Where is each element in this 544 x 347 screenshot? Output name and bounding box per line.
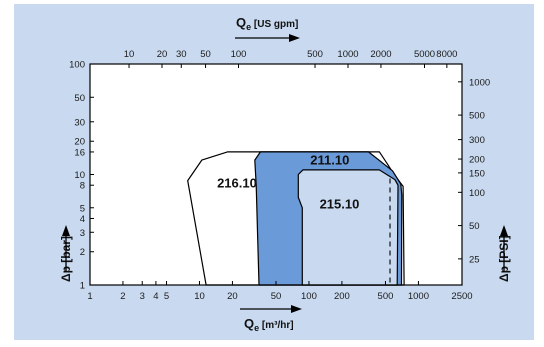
left-axis-arrow — [62, 225, 70, 272]
bottom-tick-label: 1 — [87, 291, 92, 302]
top-tick-label: 10 — [124, 49, 135, 60]
right-tick-label: 500 — [469, 111, 485, 122]
region-labels-layer: 216.10 211.10 215.10 — [217, 153, 359, 212]
left-tick-label: 1 — [80, 281, 85, 292]
top-tick-label: 1000 — [337, 49, 358, 60]
left-tick-label: 10 — [74, 170, 85, 181]
right-tick-label: 150 — [469, 168, 485, 179]
right-axis-arrow — [500, 225, 508, 272]
left-tick-label: 16 — [74, 147, 85, 158]
bottom-tick-label: 2500 — [451, 291, 472, 302]
region-label: 215.10 — [320, 197, 360, 212]
bottom-tick-label: 20 — [227, 291, 238, 302]
top-axis-arrow — [235, 34, 300, 42]
left-tick-label: 5 — [80, 203, 85, 214]
top-axis-title: Qe [US gpm] — [236, 15, 298, 32]
left-tick-label: 30 — [74, 117, 85, 128]
left-tick-label: 20 — [74, 137, 85, 148]
bottom-tick-label: 200 — [334, 291, 350, 302]
top-tick-label: 100 — [231, 49, 247, 60]
top-tick-label: 50 — [200, 49, 211, 60]
right-tick-label: 1000 — [469, 77, 490, 88]
left-tick-label: 8 — [80, 181, 85, 192]
bottom-tick-label: 5 — [164, 291, 169, 302]
bottom-tick-label: 1000 — [408, 291, 429, 302]
bottom-tick-label: 10 — [194, 291, 205, 302]
left-tick-label: 50 — [74, 93, 85, 104]
left-tick-label: 4 — [80, 214, 85, 225]
bottom-tick-label: 3 — [140, 291, 145, 302]
bottom-tick-label: 100 — [301, 291, 317, 302]
bottom-tick-label: 2 — [120, 291, 125, 302]
bottom-axis-arrow — [240, 305, 302, 313]
regions-layer — [187, 151, 405, 286]
region-215-10 — [297, 169, 399, 286]
top-tick-label: 30 — [176, 49, 187, 60]
right-tick-label: 25 — [469, 254, 480, 265]
top-tick-label: 20 — [157, 49, 168, 60]
bottom-axis-title: Qe [m³/hr] — [244, 316, 294, 333]
right-tick-label: 300 — [469, 135, 485, 146]
top-tick-label: 2000 — [370, 49, 391, 60]
top-tick-label: 500 — [307, 49, 323, 60]
right-tick-label: 200 — [469, 155, 485, 166]
right-tick-label: 50 — [469, 221, 480, 232]
bottom-tick-label: 50 — [271, 291, 282, 302]
top-tick-label: 5000 — [414, 49, 435, 60]
bottom-tick-label: 4 — [153, 291, 158, 302]
left-tick-label: 2 — [80, 247, 85, 258]
region-label: 216.10 — [217, 176, 257, 191]
top-tick-label: 8000 — [436, 49, 457, 60]
region-label: 211.10 — [310, 153, 349, 168]
left-tick-label: 100 — [69, 60, 85, 71]
right-tick-label: 100 — [469, 188, 485, 199]
left-tick-label: 3 — [80, 228, 85, 239]
bottom-tick-label: 500 — [378, 291, 394, 302]
